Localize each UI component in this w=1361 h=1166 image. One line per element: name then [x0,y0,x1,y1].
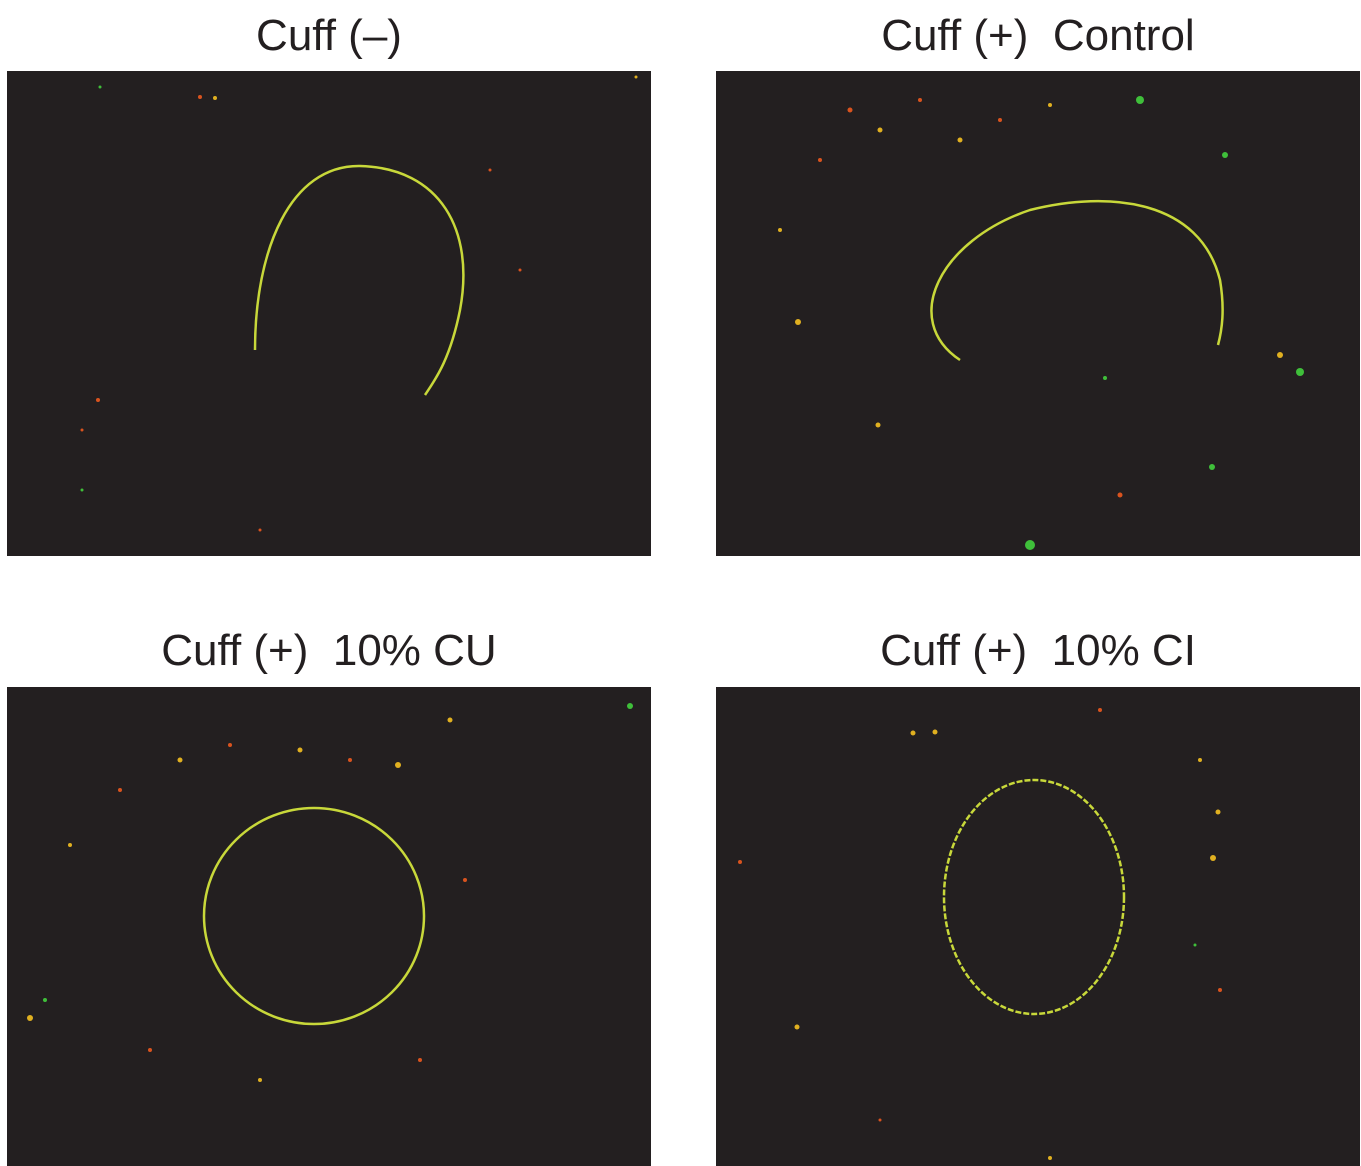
speckle [418,1058,422,1062]
speckle [878,128,883,133]
micrograph [7,687,651,1166]
speckle [118,788,122,792]
panel-title: Cuff (+) Control [881,11,1194,60]
speckle [1216,810,1221,815]
speckle [879,1119,882,1122]
speckle [489,169,492,172]
speckle [178,758,183,763]
speckle [1025,540,1035,550]
panel-title: Cuff (+) 10% CI [880,626,1196,675]
speckle [258,1078,262,1082]
speckle [213,96,217,100]
speckle [1209,464,1215,470]
speckle [1277,352,1283,358]
speckle [795,1025,800,1030]
speckle [43,998,47,1002]
micrograph [7,71,651,556]
speckle [876,423,881,428]
speckle [818,158,822,162]
speckle [96,398,100,402]
panel: Cuff (+) Control [716,11,1360,556]
panel-title: Cuff (–) [256,11,402,60]
speckle [1048,103,1052,107]
speckle [27,1015,33,1021]
speckle [1218,988,1222,992]
speckle [1118,493,1123,498]
speckle [448,718,453,723]
speckle [1296,368,1304,376]
speckle [911,731,916,736]
panel: Cuff (–) [7,11,651,556]
panel: Cuff (+) 10% CU [7,626,651,1166]
micrograph [716,71,1360,556]
speckle [1098,708,1102,712]
speckle [1103,376,1107,380]
speckle [635,76,638,79]
speckle [68,843,72,847]
speckle [918,98,922,102]
speckle [1210,855,1216,861]
speckle [738,860,742,864]
speckle [228,743,232,747]
speckle [348,758,352,762]
speckle [778,228,782,232]
speckle [298,748,303,753]
speckle [81,489,84,492]
speckle [519,269,522,272]
speckle [148,1048,152,1052]
speckle [1048,1156,1052,1160]
speckle [1222,152,1228,158]
speckle [795,319,801,325]
speckle [933,730,938,735]
panel-title: Cuff (+) 10% CU [161,626,496,675]
speckle [848,108,853,113]
speckle [198,95,202,99]
speckle [1136,96,1144,104]
speckle [99,86,102,89]
speckle [259,529,262,532]
page: {"panels": [ {"title": "Cuff (–)"}, {"ti… [0,0,1361,1166]
speckle [627,703,633,709]
speckle [81,429,84,432]
panel: Cuff (+) 10% CI [716,626,1360,1166]
figure: Cuff (–) Cuff (+) Control Cuff (+) [0,0,1361,1166]
speckle [1198,758,1202,762]
speckle [1194,944,1197,947]
speckle [395,762,401,768]
speckle [958,138,963,143]
speckle [998,118,1002,122]
speckle [463,878,467,882]
micrograph [716,687,1360,1166]
